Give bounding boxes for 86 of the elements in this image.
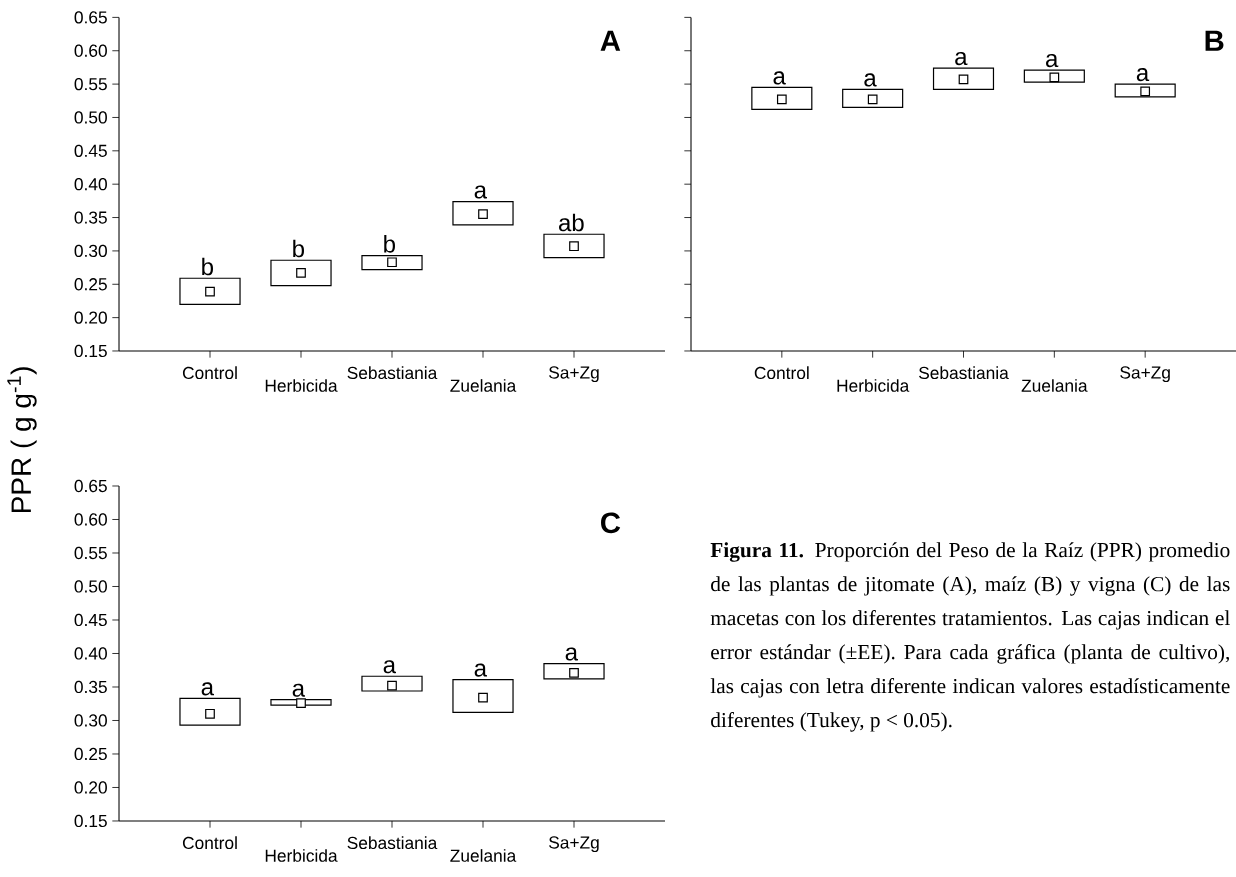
y-tick-label: 0.35: [74, 680, 107, 694]
chart-title: A: [600, 30, 621, 51]
y-tick-label: 0.55: [74, 546, 107, 560]
x-tick-label: Zuelania: [450, 379, 517, 392]
y-tick-label: 0.35: [74, 211, 107, 224]
annotation: a: [955, 52, 968, 66]
annotation: a: [1046, 54, 1059, 68]
bar: [842, 88, 904, 109]
y-tick-label: 0.30: [74, 244, 107, 258]
y-tick-label: 0.60: [74, 44, 107, 57]
bar: [932, 67, 995, 91]
y-tick-label: 0.25: [74, 278, 107, 291]
x-tick-label: Sebastiania: [347, 836, 438, 850]
x-tick-label: Control: [182, 366, 237, 380]
point: [478, 692, 488, 703]
y-axis-title: PPR ( g g$^{-1}$): [7, 367, 37, 513]
bar: [179, 277, 241, 305]
y-tick-label: 0.40: [74, 647, 107, 660]
x-tick-label: Control: [754, 366, 809, 380]
point: [776, 94, 787, 105]
x-tick-label: Zuelania: [1021, 379, 1088, 392]
annotation: a: [864, 73, 877, 87]
bar: [270, 699, 332, 706]
point: [205, 286, 215, 297]
y-tick-label: 0.25: [74, 747, 107, 761]
annotation: a: [565, 647, 578, 661]
annotation: a: [383, 660, 396, 674]
annotation: ab: [559, 213, 584, 232]
y-tick-label: 0.45: [74, 144, 107, 157]
y-tick-label: 0.15: [74, 814, 107, 828]
text: Figura 11. Proporción del Peso de la Raíz (PPR) promedio de las plantas de jitomate (A), maíz (B) y vigna (C) de las macetas con los diferentes tratamientos. Las cajas indican el error estándar (±EE). Para cada gráfica (planta de cultivo), las cajas con letra diferente indican valores estadísticamente diferentes (Tukey, p < 0.05).: [710, 542, 1230, 732]
y-tick-label: 0.15: [74, 344, 107, 358]
annotation: a: [292, 683, 306, 697]
bar: [270, 259, 332, 287]
y-tick-label: 0.50: [74, 111, 107, 124]
point: [478, 209, 488, 220]
annotation: b: [293, 239, 304, 258]
x-tick-label: Sebastiania: [919, 366, 1009, 380]
y-tick-label: 0.65: [74, 11, 107, 24]
x-tick-label: Sa+Zg: [1120, 366, 1170, 383]
point: [387, 680, 397, 691]
bar: [1023, 69, 1085, 83]
annotation: a: [773, 71, 786, 85]
y-tick-label: 0.20: [74, 311, 107, 324]
annotation: a: [474, 185, 487, 199]
y-tick-label: 0.65: [74, 479, 107, 493]
point: [569, 241, 579, 252]
bar: [179, 697, 241, 726]
bar: [361, 675, 423, 692]
bar: [751, 86, 813, 111]
bar: [1114, 83, 1176, 98]
bar: [361, 254, 423, 271]
point: [296, 268, 306, 278]
y-tick-label: 0.55: [74, 77, 107, 91]
bar: [452, 200, 514, 226]
bar: [452, 679, 514, 714]
x-tick-label: Sebastiania: [347, 366, 438, 380]
x-tick-label: Herbicida: [265, 379, 338, 392]
x-tick-label: Control: [182, 836, 237, 850]
bar: [543, 662, 605, 680]
bar: [543, 233, 605, 259]
y-tick-label: 0.20: [74, 781, 107, 794]
y-tick-label: 0.50: [74, 580, 107, 593]
x-tick-label: Sa+Zg: [549, 836, 599, 853]
x-tick-label: Zuelania: [450, 849, 517, 862]
y-tick-label: 0.30: [74, 714, 107, 727]
chart-title: B: [1205, 30, 1224, 51]
text: C: [601, 512, 621, 534]
point: [205, 708, 215, 719]
point: [1140, 86, 1151, 97]
point: [296, 698, 306, 708]
y-tick-label: 0.60: [74, 513, 107, 526]
annotation: a: [1136, 68, 1150, 82]
point: [1049, 72, 1060, 83]
annotation: b: [384, 235, 395, 253]
y-tick-label: 0.45: [74, 613, 107, 627]
y-tick-label: 0.40: [74, 178, 107, 191]
x-tick-label: Herbicida: [265, 849, 338, 862]
annotation: a: [201, 682, 215, 696]
point: [867, 94, 878, 105]
point: [387, 257, 397, 268]
annotation: b: [202, 257, 213, 276]
x-tick-label: Sa+Zg: [549, 366, 599, 383]
point: [569, 668, 579, 678]
x-tick-label: Herbicida: [837, 379, 910, 392]
annotation: a: [474, 663, 487, 677]
